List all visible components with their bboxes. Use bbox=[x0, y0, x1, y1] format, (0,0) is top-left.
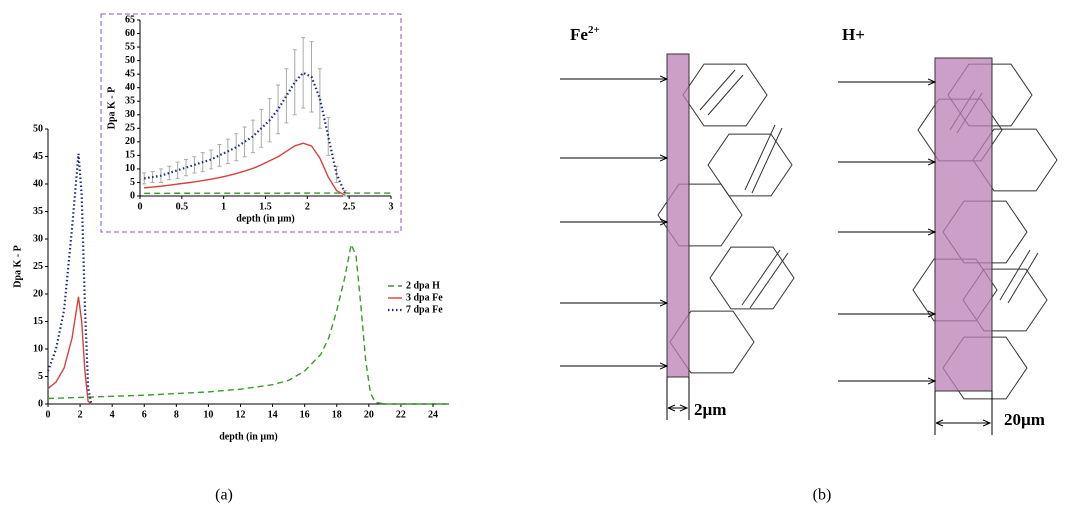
x-tick-label: 0 bbox=[138, 201, 143, 212]
implanted-layer bbox=[666, 53, 690, 378]
x-tick-label: 20 bbox=[364, 409, 374, 420]
series-line bbox=[144, 71, 346, 194]
x-tick-label: 1 bbox=[221, 201, 226, 212]
x-tick-label: 14 bbox=[268, 409, 278, 420]
x-tick-label: 2 bbox=[305, 201, 310, 212]
legend-label: 2 dpa H bbox=[406, 280, 440, 291]
y-tick-label: 10 bbox=[125, 163, 135, 174]
x-tick-label: 10 bbox=[203, 409, 213, 420]
y-tick-label: 25 bbox=[33, 261, 43, 272]
twin-line bbox=[744, 124, 776, 191]
implanted-layer bbox=[934, 57, 993, 392]
twin-line bbox=[707, 74, 744, 116]
legend-label: 7 dpa Fe bbox=[406, 304, 443, 315]
series-line bbox=[47, 242, 450, 405]
y-tick-label: 30 bbox=[125, 109, 135, 120]
error-bar bbox=[326, 116, 331, 156]
error-bar bbox=[217, 144, 222, 167]
error-bar bbox=[317, 68, 322, 129]
x-tick-label: 4 bbox=[110, 409, 115, 420]
y-tick-label: 0 bbox=[38, 398, 43, 409]
error-bar bbox=[292, 49, 297, 116]
caption: (a) bbox=[215, 487, 233, 504]
twin-line bbox=[999, 249, 1031, 301]
y-axis-label: Dpa K - P bbox=[12, 245, 23, 288]
legend-label: 3 dpa Fe bbox=[406, 292, 443, 303]
chart: 0 5 10 15 20 25 30 35 40 45 50 55 60 65 0 0.5 1 1.5 2 2.5 3 d… bbox=[106, 14, 393, 224]
x-tick-label: 2.5 bbox=[343, 201, 356, 212]
y-tick-label: 5 bbox=[38, 371, 43, 382]
ion-charge: 2+ bbox=[588, 24, 600, 36]
series-line bbox=[144, 142, 346, 196]
x-tick-label: 8 bbox=[174, 409, 179, 420]
grain bbox=[707, 133, 793, 197]
y-tick-label: 40 bbox=[33, 178, 43, 189]
x-tick-label: 22 bbox=[396, 409, 406, 420]
error-bar bbox=[301, 37, 306, 109]
y-tick-label: 50 bbox=[33, 123, 43, 134]
y-tick-label: 20 bbox=[33, 288, 43, 299]
x-axis-label: depth (in µm) bbox=[236, 213, 295, 224]
error-bar bbox=[242, 126, 247, 158]
error-bar bbox=[167, 165, 172, 181]
x-tick-label: 24 bbox=[428, 409, 438, 420]
arrows bbox=[560, 79, 993, 435]
y-tick-label: 40 bbox=[125, 82, 135, 93]
y-tick-label: 65 bbox=[125, 14, 135, 25]
twin-line bbox=[749, 252, 789, 309]
x-tick-label: 12 bbox=[236, 409, 246, 420]
width-label: 20µm bbox=[1004, 410, 1045, 429]
y-axis-label: Dpa K - P bbox=[106, 87, 117, 130]
twin-line bbox=[1007, 252, 1039, 304]
y-tick-label: 15 bbox=[125, 150, 135, 161]
y-tick-label: 15 bbox=[33, 316, 43, 327]
x-tick-label: 6 bbox=[142, 409, 147, 420]
error-bar bbox=[209, 149, 214, 170]
error-bar bbox=[184, 158, 189, 177]
caption: (b) bbox=[813, 487, 832, 504]
x-tick-label: 1.5 bbox=[259, 201, 272, 212]
y-tick-label: 50 bbox=[125, 55, 135, 66]
ion-label: H+ bbox=[842, 25, 865, 44]
error-bar bbox=[234, 133, 239, 162]
y-tick-label: 0 bbox=[130, 190, 135, 201]
y-tick-label: 60 bbox=[125, 28, 135, 39]
y-tick-label: 10 bbox=[33, 343, 43, 354]
y-tick-label: 45 bbox=[33, 151, 43, 162]
y-tick-label: 35 bbox=[125, 96, 135, 107]
error-bar bbox=[250, 119, 255, 154]
error-bar bbox=[142, 172, 147, 185]
ion-label: Fe2+ bbox=[570, 24, 600, 44]
twin-line bbox=[699, 69, 736, 111]
twin-line bbox=[741, 249, 781, 306]
x-tick-label: 0 bbox=[46, 409, 51, 420]
width-label: 2µm bbox=[694, 400, 726, 419]
ion-base: Fe bbox=[570, 25, 588, 44]
series-line bbox=[46, 153, 93, 405]
grain bbox=[709, 246, 795, 310]
diagram: Fe2+ H+ 2µm 20µm bbox=[560, 24, 1058, 435]
y-tick-label: 20 bbox=[125, 136, 135, 147]
y-tick-label: 30 bbox=[33, 233, 43, 244]
error-bar bbox=[175, 161, 180, 179]
x-tick-label: 2 bbox=[78, 409, 83, 420]
x-tick-label: 0.5 bbox=[176, 201, 189, 212]
x-tick-label: 3 bbox=[389, 201, 394, 212]
inset-border bbox=[100, 13, 402, 233]
twin-line bbox=[751, 127, 783, 194]
y-tick-label: 45 bbox=[125, 68, 135, 79]
x-axis-label: depth (in µm) bbox=[219, 431, 278, 442]
y-tick-label: 5 bbox=[130, 177, 135, 188]
grain bbox=[657, 183, 743, 247]
y-tick-label: 25 bbox=[125, 123, 135, 134]
error-bar bbox=[276, 84, 281, 135]
y-tick-label: 55 bbox=[125, 41, 135, 52]
error-bar bbox=[284, 68, 289, 124]
x-tick-label: 18 bbox=[332, 409, 342, 420]
y-tick-label: 35 bbox=[33, 206, 43, 217]
x-tick-label: 16 bbox=[300, 409, 310, 420]
series-line bbox=[47, 296, 92, 405]
